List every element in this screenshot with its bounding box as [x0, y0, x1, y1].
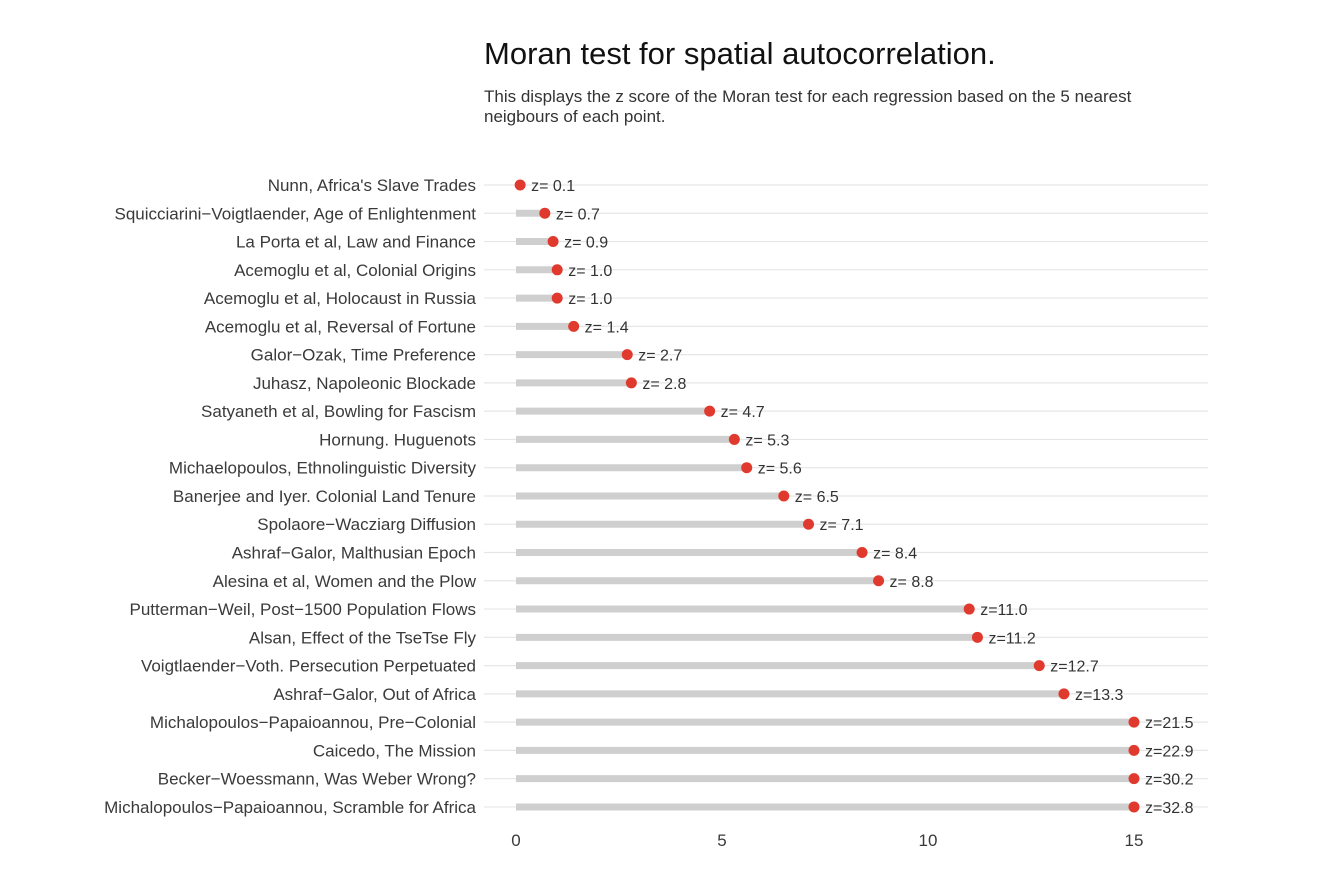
y-axis-label: Alsan, Effect of the TseTse Fly — [249, 628, 477, 647]
y-axis-label: Voigtlaender−Voth. Persecution Perpetuat… — [141, 657, 476, 676]
value-label: z= 4.7 — [721, 404, 765, 421]
value-label: z= 0.7 — [556, 206, 600, 223]
y-axis-label: Ashraf−Galor, Out of Africa — [273, 685, 476, 704]
chart-title: Moran test for spatial autocorrelation. — [484, 36, 996, 71]
y-axis-label: Acemoglu et al, Colonial Origins — [234, 261, 476, 280]
y-axis-label: Michalopoulos−Papaioannou, Scramble for … — [104, 798, 476, 817]
value-label: z= 0.9 — [564, 235, 608, 252]
value-label: z= 5.6 — [758, 461, 802, 478]
data-point — [514, 179, 526, 191]
y-axis-label: Galor−Ozak, Time Preference — [251, 346, 476, 365]
value-labels: z= 0.1 z= 0.7 z= 0.9 z= 1.0 z= 1.0 z= 1.4 z= 2… — [531, 178, 1193, 817]
data-point — [1128, 801, 1140, 813]
data-point — [568, 320, 580, 332]
value-label: z= 8.8 — [890, 574, 934, 591]
value-label: z= 5.3 — [745, 432, 789, 449]
data-point — [551, 264, 563, 276]
chart-subtitle: This displays the z score of the Moran t… — [484, 87, 1132, 126]
value-label: z= 1.4 — [585, 319, 629, 336]
y-axis-label: Satyaneth et al, Bowling for Fascism — [201, 402, 476, 421]
value-label: z= 6.5 — [795, 489, 839, 506]
data-point — [963, 603, 975, 615]
data-point — [1058, 688, 1070, 700]
value-label: z=12.7 — [1050, 659, 1099, 676]
y-axis-label: Juhasz, Napoleonic Blockade — [253, 374, 476, 393]
y-axis-label: La Porta et al, Law and Finance — [236, 233, 476, 252]
data-point — [778, 490, 790, 502]
y-axis-label: Acemoglu et al, Reversal of Fortune — [205, 317, 476, 336]
y-axis-label: Spolaore−Wacziarg Diffusion — [257, 515, 476, 534]
data-point — [547, 236, 559, 248]
points — [514, 179, 1140, 813]
y-axis-label: Putterman−Weil, Post−1500 Population Flo… — [130, 600, 477, 619]
value-label: z=11.2 — [988, 630, 1035, 647]
bars — [516, 181, 1134, 811]
value-label: z=21.5 — [1145, 715, 1194, 732]
data-point — [1128, 773, 1140, 785]
value-label: z= 8.4 — [873, 546, 917, 563]
y-axis-label: Becker−Woessmann, Was Weber Wrong? — [158, 770, 476, 789]
data-point — [1128, 744, 1140, 756]
value-label: z= 2.7 — [638, 348, 682, 365]
y-axis-label: Alesina et al, Women and the Plow — [213, 572, 477, 591]
value-label: z=11.0 — [980, 602, 1027, 619]
x-axis-tick-label: 5 — [717, 831, 726, 850]
data-point — [856, 547, 868, 559]
value-label: z= 1.0 — [568, 263, 612, 280]
y-axis-label: Ashraf−Galor, Malthusian Epoch — [232, 544, 476, 563]
data-point — [873, 575, 885, 587]
y-axis-label: Acemoglu et al, Holocaust in Russia — [204, 289, 477, 308]
value-label: z= 1.0 — [568, 291, 612, 308]
x-axis-tick-label: 0 — [511, 831, 520, 850]
y-axis-label: Hornung. Huguenots — [319, 430, 476, 449]
data-point — [971, 631, 983, 643]
x-axis-tick-label: 15 — [1125, 831, 1144, 850]
y-axis-label: Michaelopoulos, Ethnolinguistic Diversit… — [169, 459, 477, 478]
data-point — [621, 349, 633, 361]
y-axis-label: Banerjee and Iyer. Colonial Land Tenure — [173, 487, 476, 506]
data-point — [728, 433, 740, 445]
y-axis-label: Nunn, Africa's Slave Trades — [268, 176, 476, 195]
y-axis-label: Caicedo, The Mission — [313, 741, 476, 760]
data-point — [1128, 716, 1140, 728]
value-label: z= 7.1 — [820, 517, 864, 534]
data-point — [1033, 660, 1045, 672]
value-label: z= 0.1 — [531, 178, 575, 195]
y-axis-labels: Nunn, Africa's Slave Trades Squicciarini−… — [104, 176, 477, 817]
data-point — [704, 405, 716, 417]
value-label: z= 2.8 — [642, 376, 686, 393]
value-label: z=22.9 — [1145, 743, 1194, 760]
y-axis-label: Squicciarini−Voigtlaender, Age of Enligh… — [115, 204, 477, 223]
x-axis-ticks: 0 5 10 15 — [511, 831, 1143, 850]
data-point — [741, 462, 753, 474]
value-label: z=13.3 — [1075, 687, 1124, 704]
data-point — [625, 377, 637, 389]
x-axis-tick-label: 10 — [919, 831, 938, 850]
value-label: z=32.8 — [1145, 800, 1194, 817]
y-axis-label: Michalopoulos−Papaioannou, Pre−Colonial — [150, 713, 476, 732]
value-label: z=30.2 — [1145, 772, 1194, 789]
data-point — [803, 518, 815, 530]
data-point — [551, 292, 563, 304]
data-point — [539, 207, 551, 219]
